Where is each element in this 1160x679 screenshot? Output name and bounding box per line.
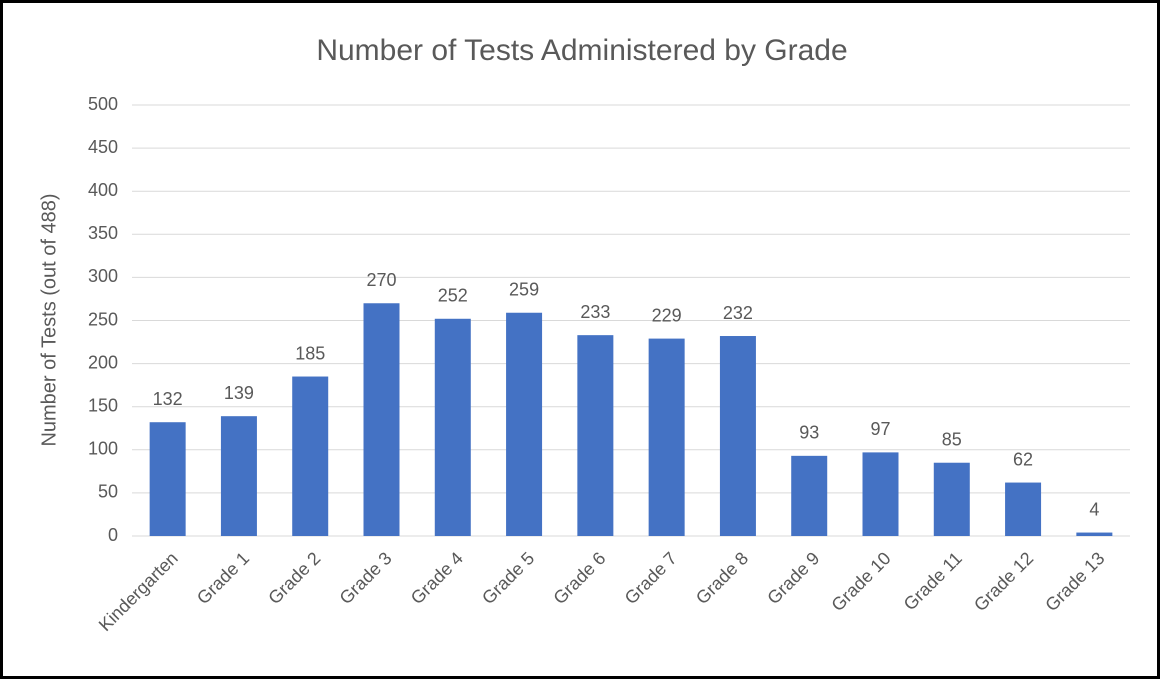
bar [791,455,828,536]
bar [363,303,400,536]
data-label: 85 [942,429,962,449]
data-label: 232 [723,303,753,323]
data-label: 4 [1089,499,1099,519]
bar [719,336,756,536]
data-label: 139 [224,383,254,403]
bar [506,312,543,536]
y-tick-label: 150 [88,395,118,415]
bar [434,318,471,536]
y-tick-label: 50 [98,482,118,502]
data-label: 97 [870,419,890,439]
y-tick-label: 300 [88,266,118,286]
y-tick-label: 100 [88,439,118,459]
y-tick-label: 400 [88,180,118,200]
chart-title: Number of Tests Administered by Grade [316,34,847,67]
data-label: 252 [438,286,468,306]
data-label: 185 [295,343,325,363]
bar [292,376,329,536]
y-tick-label: 450 [88,137,118,157]
data-label: 233 [580,302,610,322]
bar [220,416,257,536]
data-label: 270 [366,270,396,290]
bar [1005,482,1042,536]
y-axis-label: Number of Tests (out of 488) [38,193,60,446]
data-label: 132 [153,389,183,409]
bar [648,338,685,536]
y-tick-label: 200 [88,352,118,372]
y-tick-label: 0 [108,525,118,545]
bar [149,422,186,536]
bar [933,462,970,536]
bar [1076,532,1113,536]
data-label: 62 [1013,449,1033,469]
y-tick-label: 500 [88,94,118,114]
data-label: 229 [652,305,682,325]
data-label: 93 [799,423,819,443]
y-tick-label: 250 [88,309,118,329]
bar [577,335,614,536]
y-tick-label: 350 [88,223,118,243]
bar [862,452,899,536]
data-label: 259 [509,279,539,299]
